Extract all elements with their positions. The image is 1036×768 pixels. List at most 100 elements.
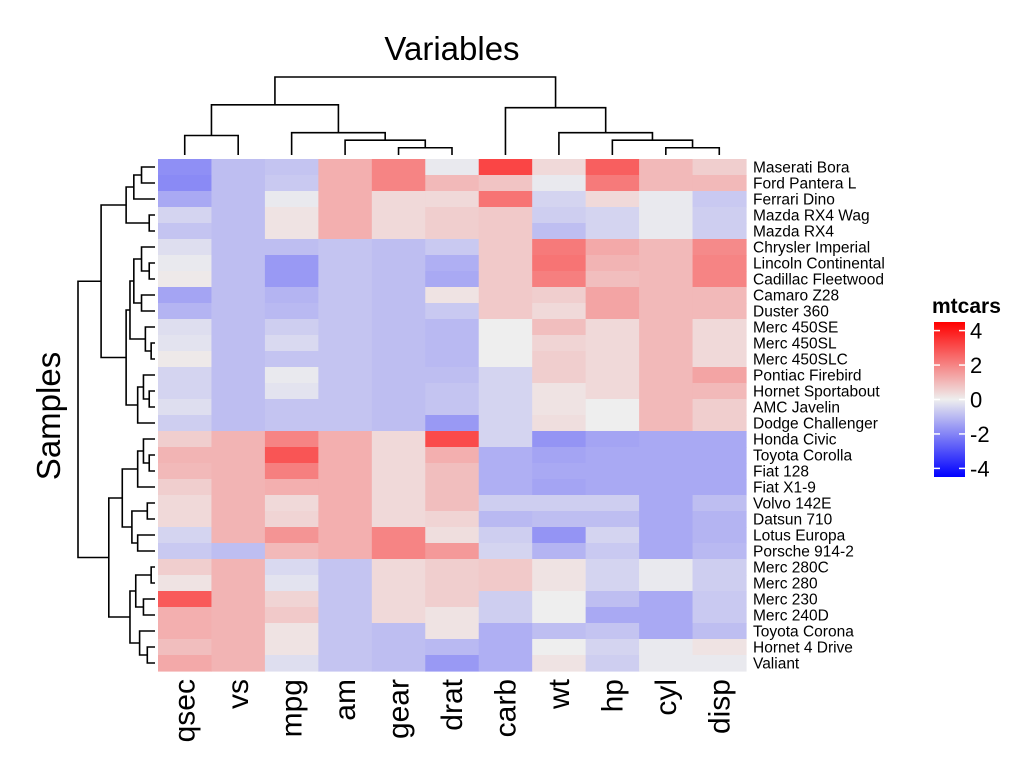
cell-31-1 <box>211 655 266 672</box>
cell-24-3 <box>318 543 373 560</box>
cell-15-2 <box>264 399 319 416</box>
cell-31-6 <box>478 655 533 672</box>
cell-28-5 <box>425 607 480 624</box>
cell-30-8 <box>585 639 640 656</box>
cell-15-0 <box>158 399 213 416</box>
dendrogram-branch <box>133 174 155 200</box>
cell-13-9 <box>639 367 694 384</box>
cell-17-7 <box>532 431 587 448</box>
cell-17-1 <box>211 431 266 448</box>
cell-26-1 <box>211 575 266 592</box>
column-label: disp <box>703 679 736 734</box>
cell-11-4 <box>371 335 426 352</box>
cell-31-9 <box>639 655 694 672</box>
column-dendrogram <box>183 76 721 155</box>
cell-3-7 <box>532 207 587 224</box>
cell-4-4 <box>371 223 426 240</box>
cell-18-7 <box>532 447 587 464</box>
cell-0-9 <box>639 159 694 176</box>
cell-2-9 <box>639 191 694 208</box>
cell-12-2 <box>264 351 319 368</box>
dendrogram-branch <box>125 309 138 406</box>
cell-27-1 <box>211 591 266 608</box>
cell-23-5 <box>425 527 480 544</box>
dendrogram-branch <box>142 598 155 616</box>
cell-12-5 <box>425 351 480 368</box>
dendrogram-branch <box>100 204 127 359</box>
cell-1-7 <box>532 175 587 192</box>
row-label: Honda Civic <box>753 432 837 449</box>
cell-22-8 <box>585 511 640 528</box>
cell-3-3 <box>318 207 373 224</box>
cell-15-8 <box>585 399 640 416</box>
cell-29-1 <box>211 623 266 640</box>
cell-1-5 <box>425 175 480 192</box>
cell-17-8 <box>585 431 640 448</box>
dendrogram-branch <box>148 454 155 472</box>
cell-12-3 <box>318 351 373 368</box>
cell-3-9 <box>639 207 694 224</box>
cell-14-9 <box>639 383 694 400</box>
cell-2-7 <box>532 191 587 208</box>
cell-31-10 <box>692 655 747 672</box>
cell-18-8 <box>585 447 640 464</box>
row-label: Merc 450SLC <box>753 352 848 369</box>
cell-5-7 <box>532 239 587 256</box>
cell-4-8 <box>585 223 640 240</box>
cell-5-10 <box>692 239 747 256</box>
cell-1-9 <box>639 175 694 192</box>
column-label: hp <box>596 679 629 712</box>
cell-7-1 <box>211 271 266 288</box>
cell-29-5 <box>425 623 480 640</box>
cell-8-3 <box>318 287 373 304</box>
cell-12-0 <box>158 351 213 368</box>
cell-24-4 <box>371 543 426 560</box>
cell-8-10 <box>692 287 747 304</box>
dendrogram-branch <box>140 246 155 272</box>
cell-26-7 <box>532 575 587 592</box>
cell-4-2 <box>264 223 319 240</box>
cell-24-0 <box>158 543 213 560</box>
cell-19-5 <box>425 463 480 480</box>
row-label: Merc 280 <box>753 576 818 593</box>
cell-9-3 <box>318 303 373 320</box>
cell-12-1 <box>211 351 266 368</box>
dendrogram-branch <box>136 534 155 552</box>
cell-12-7 <box>532 351 587 368</box>
dendrogram-branch <box>504 106 607 155</box>
cell-23-10 <box>692 527 747 544</box>
cell-19-0 <box>158 463 213 480</box>
cell-17-5 <box>425 431 480 448</box>
cell-2-2 <box>264 191 319 208</box>
cell-12-8 <box>585 351 640 368</box>
dendrogram-branch <box>148 214 155 232</box>
cell-2-0 <box>158 191 213 208</box>
cell-20-8 <box>585 479 640 496</box>
cell-15-1 <box>211 399 266 416</box>
cell-4-5 <box>425 223 480 240</box>
cell-3-2 <box>264 207 319 224</box>
cell-31-4 <box>371 655 426 672</box>
cell-22-1 <box>211 511 266 528</box>
cell-31-5 <box>425 655 480 672</box>
cell-11-5 <box>425 335 480 352</box>
cell-23-4 <box>371 527 426 544</box>
cell-20-7 <box>532 479 587 496</box>
cell-25-7 <box>532 559 587 576</box>
row-label: Maserati Bora <box>753 160 850 177</box>
cell-30-6 <box>478 639 533 656</box>
cell-14-8 <box>585 383 640 400</box>
cell-17-4 <box>371 431 426 448</box>
cell-11-0 <box>158 335 213 352</box>
cell-0-4 <box>371 159 426 176</box>
cell-6-3 <box>318 255 373 272</box>
row-label: Lincoln Continental <box>753 256 885 273</box>
cell-7-4 <box>371 271 426 288</box>
cell-3-4 <box>371 207 426 224</box>
cell-21-3 <box>318 495 373 512</box>
dendrogram-branch <box>131 510 148 544</box>
cell-21-6 <box>478 495 533 512</box>
row-label: Merc 230 <box>753 592 818 609</box>
dendrogram-branch <box>146 502 155 520</box>
row-dendrogram <box>77 166 155 664</box>
